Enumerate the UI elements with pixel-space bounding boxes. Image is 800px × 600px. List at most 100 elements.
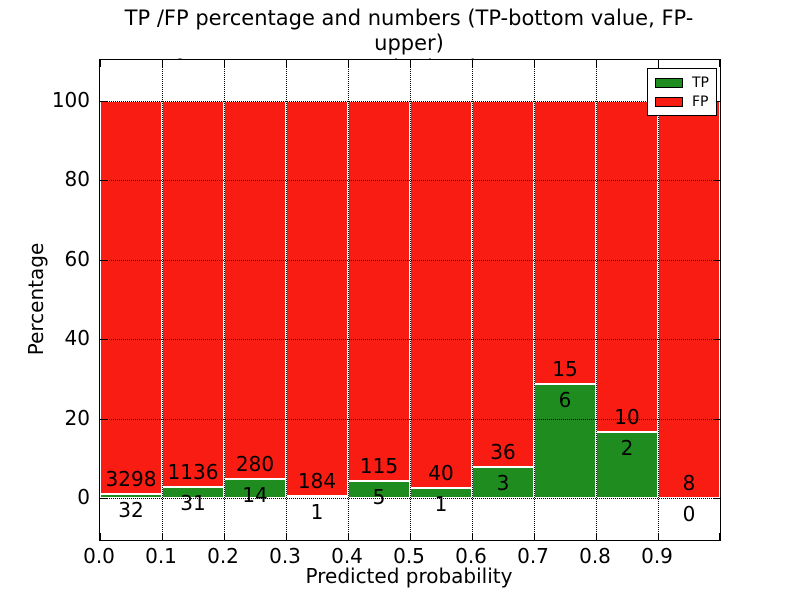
tp-legend-swatch-icon	[655, 77, 683, 88]
x-tick-label: 0.5	[393, 544, 425, 568]
v-gridline	[224, 60, 225, 540]
chart-title-line1: TP /FP percentage and numbers (TP-bottom…	[124, 6, 694, 55]
x-tick-label: 0.1	[145, 544, 177, 568]
x-tick-label: 0.6	[455, 544, 487, 568]
x-tickmark	[472, 60, 473, 67]
x-tickmark	[472, 533, 473, 540]
x-tick-label: 0.4	[331, 544, 363, 568]
fp-count-label: 10	[614, 404, 640, 429]
bar-fp-segment	[224, 100, 286, 479]
bar-fp-segment	[596, 100, 658, 432]
x-tickmark	[348, 533, 349, 540]
y-tickmark	[713, 418, 720, 420]
x-tickmark	[410, 60, 411, 67]
fp-count-label: 115	[359, 454, 399, 479]
x-tick-label: 0.0	[83, 544, 115, 568]
y-tickmark	[100, 100, 107, 102]
bar-fp-segment	[472, 100, 534, 468]
y-tickmark	[100, 259, 107, 261]
tp-count-label: 6	[558, 388, 572, 413]
bar-fp-segment	[286, 100, 348, 496]
bar-fp-segment	[348, 100, 410, 482]
x-tickmark	[534, 60, 535, 67]
x-tickmark	[719, 533, 720, 540]
x-tickmark	[596, 60, 597, 67]
y-tickmark	[100, 497, 107, 499]
legend-label-tp: TP	[692, 74, 709, 91]
x-tickmark	[596, 533, 597, 540]
x-tickmark	[286, 533, 287, 540]
y-tickmark	[713, 180, 720, 182]
bar-tp-segment	[100, 494, 162, 498]
fp-count-label: 280	[235, 452, 275, 476]
legend: TP FP	[647, 68, 717, 116]
x-tick-label: 0.2	[207, 544, 239, 568]
v-gridline	[534, 60, 535, 540]
fp-legend-swatch-icon	[655, 96, 683, 107]
tp-count-label: 2	[620, 435, 634, 460]
x-axis-label: Predicted probability	[305, 564, 513, 588]
fp-count-label: 36	[490, 440, 516, 465]
x-tickmark	[162, 60, 163, 67]
x-tickmark	[162, 533, 163, 540]
y-tickmark	[100, 180, 107, 182]
x-tickmark	[348, 60, 349, 67]
x-tickmark	[534, 533, 535, 540]
fp-count-label: 15	[552, 357, 578, 382]
y-tickmark	[713, 339, 720, 341]
y-tickmark	[713, 497, 720, 499]
y-tick-label: 20	[64, 405, 90, 430]
legend-item-fp: FP	[648, 95, 716, 109]
tp-count-label: 1	[310, 499, 324, 524]
y-tick-label: 80	[64, 167, 90, 192]
y-tick-label: 40	[64, 326, 90, 351]
bar-fp-segment	[162, 100, 224, 488]
legend-label-fp: FP	[692, 93, 709, 110]
bar-tp-segment	[596, 431, 658, 498]
tp-count-label: 32	[118, 498, 144, 523]
tp-count-label: 31	[180, 491, 206, 516]
x-tickmark	[410, 533, 411, 540]
y-tickmark	[100, 339, 107, 341]
v-gridline	[410, 60, 411, 540]
y-tickmark	[100, 418, 107, 420]
x-tickmark	[100, 533, 101, 540]
x-tickmark	[286, 60, 287, 67]
x-tickmark	[658, 60, 659, 67]
fp-count-label: 40	[428, 461, 454, 486]
x-tick-label: 0.8	[579, 544, 611, 568]
fp-count-label: 3298	[105, 467, 157, 492]
fp-count-label: 184	[297, 468, 337, 493]
bar-fp-segment	[100, 100, 162, 495]
x-tickmark	[224, 60, 225, 67]
tp-count-label: 3	[496, 471, 510, 496]
bar-fp-segment	[658, 100, 720, 498]
fp-count-label: 8	[682, 470, 696, 495]
x-tickmark	[224, 533, 225, 540]
x-tick-label: 0.3	[269, 544, 301, 568]
plot-area: 3298 32 1136 31 280 14 184 1 115 5 40 1 36 3 15 6 10 2 8 0 …	[99, 59, 721, 541]
tp-count-label: 0	[682, 501, 696, 526]
y-tick-label: 100	[51, 87, 90, 112]
x-tick-label: 0.7	[517, 544, 549, 568]
tp-count-label: 5	[372, 485, 386, 510]
bar-fp-segment	[410, 100, 472, 489]
y-tick-label: 60	[64, 246, 90, 271]
x-tick-label: 0.9	[641, 544, 673, 568]
x-tickmark	[658, 533, 659, 540]
x-tickmark	[719, 60, 720, 67]
tp-count-label: 1	[434, 492, 448, 517]
bar-fp-segment	[534, 100, 596, 385]
v-gridline	[658, 60, 659, 540]
y-tickmark	[713, 259, 720, 261]
v-gridline	[348, 60, 349, 540]
v-gridline	[286, 60, 287, 540]
fp-count-label: 1136	[167, 460, 219, 485]
legend-item-tp: TP	[648, 76, 716, 90]
tp-count-label: 14	[242, 483, 268, 507]
v-gridline	[596, 60, 597, 540]
v-gridline	[162, 60, 163, 540]
v-gridline	[472, 60, 473, 540]
x-tickmark	[100, 60, 101, 67]
